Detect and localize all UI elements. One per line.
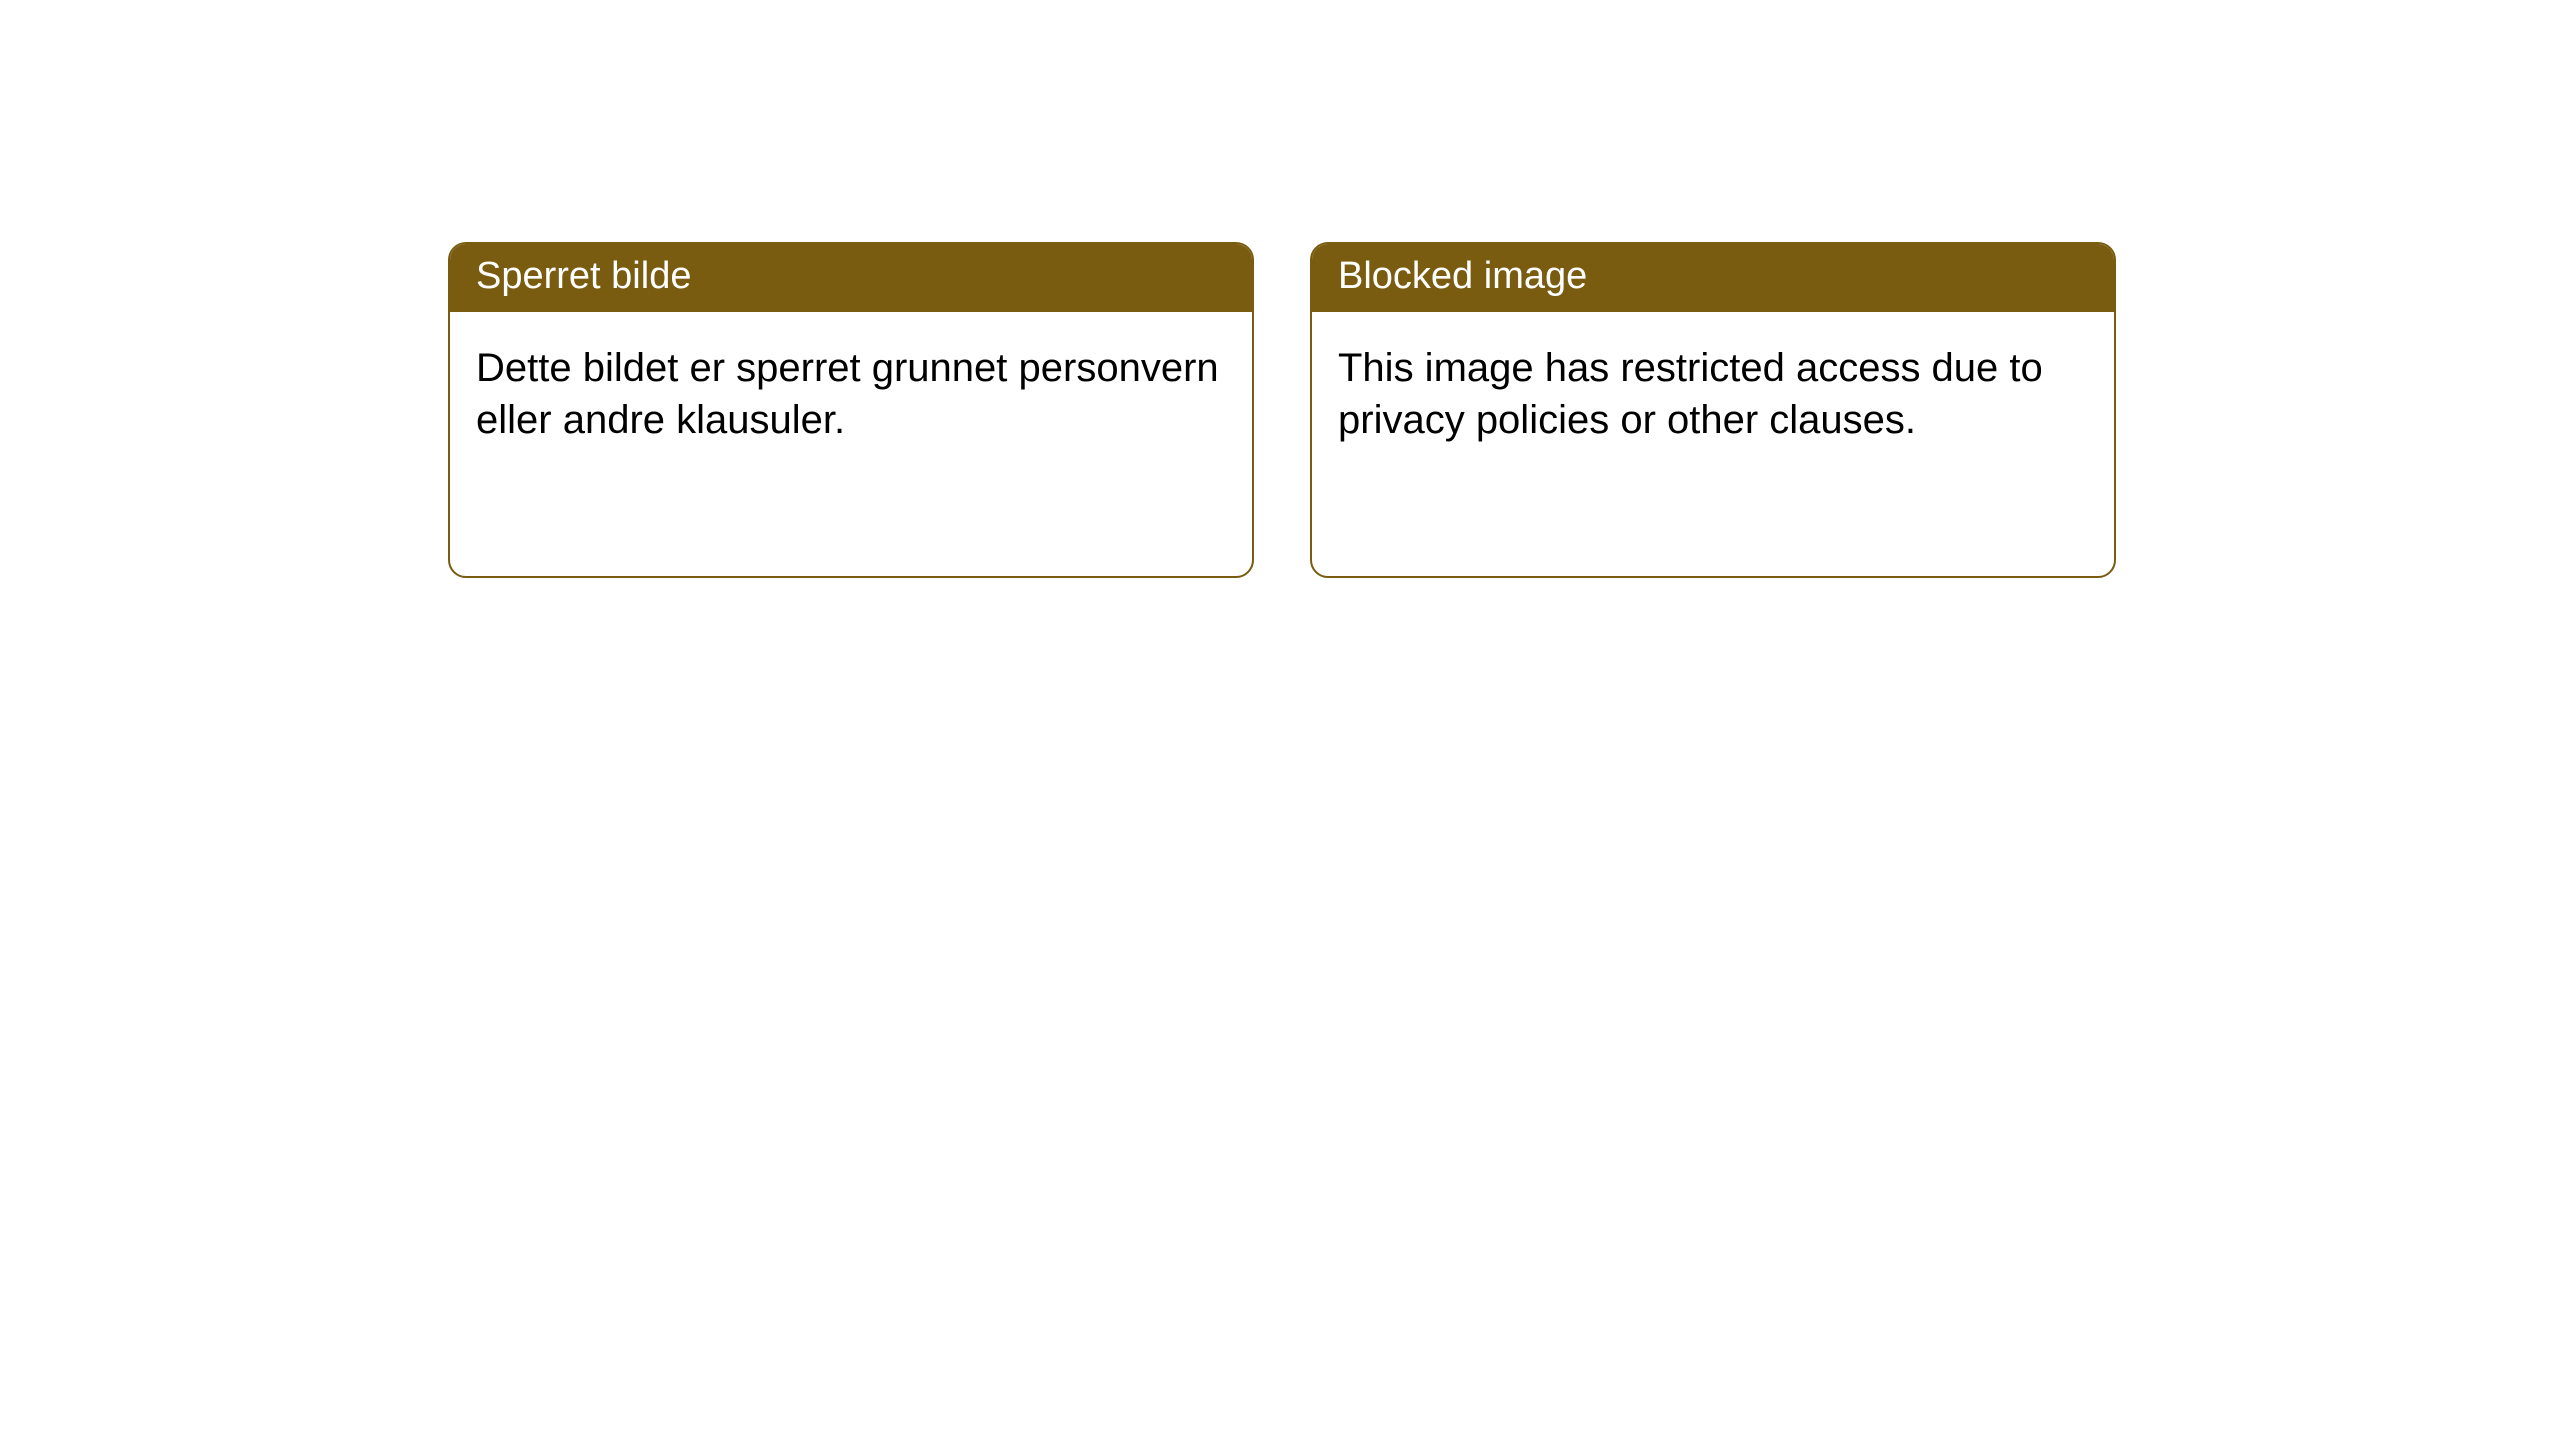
notice-title: Blocked image [1312,244,2114,312]
notice-card-norwegian: Sperret bilde Dette bildet er sperret gr… [448,242,1254,578]
notice-card-english: Blocked image This image has restricted … [1310,242,2116,578]
notice-container: Sperret bilde Dette bildet er sperret gr… [448,242,2116,578]
notice-body: Dette bildet er sperret grunnet personve… [450,312,1252,478]
notice-title: Sperret bilde [450,244,1252,312]
notice-body: This image has restricted access due to … [1312,312,2114,478]
